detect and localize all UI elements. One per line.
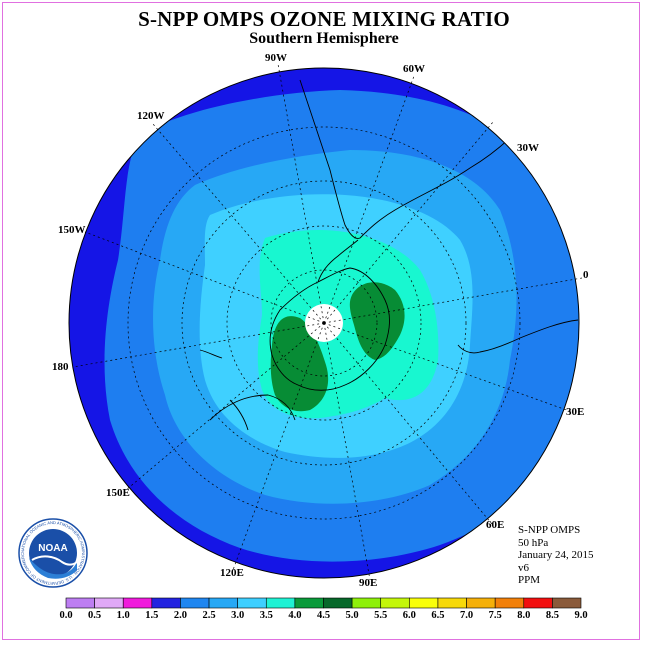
colorbar-swatches bbox=[65, 597, 582, 609]
meridian-0 bbox=[323, 277, 583, 324]
colorbar-ticks: 0.0 0.5 1.0 1.5 2.0 2.5 3.0 3.5 4.0 4.5 5.0 5.5 6.0 6… bbox=[59, 610, 587, 621]
colorbar-tick-label: 3.5 bbox=[260, 610, 273, 621]
new-zealand-coast bbox=[199, 349, 223, 359]
figure-frame bbox=[2, 2, 640, 640]
colorbar-tick-label: 7.5 bbox=[489, 610, 502, 621]
info-date: January 24, 2015 bbox=[518, 549, 594, 561]
lon-label-150w: 150W bbox=[58, 224, 86, 236]
info-instrument: S-NPP OMPS bbox=[518, 524, 581, 536]
colorbar-swatch bbox=[294, 597, 324, 609]
colorbar-tick-label: 1.5 bbox=[145, 610, 158, 621]
africa-coast bbox=[457, 319, 579, 354]
lon-label-90w: 90W bbox=[265, 52, 287, 64]
meridian-30w bbox=[323, 121, 494, 324]
south-america-coast bbox=[299, 79, 536, 239]
lon-label-120e: 120E bbox=[220, 567, 244, 579]
colorbar-tick-label: 5.5 bbox=[374, 610, 387, 621]
page-title: S-NPP OMPS OZONE MIXING RATIO bbox=[138, 7, 510, 31]
meridian-120w bbox=[152, 123, 325, 324]
colorbar-tick-label: 2.5 bbox=[202, 610, 215, 621]
colorbar-tick-label: 1.0 bbox=[117, 610, 130, 621]
australia-coast bbox=[209, 394, 296, 421]
meridian-30e bbox=[323, 322, 573, 413]
colorbar-tick-label: 8.0 bbox=[517, 610, 530, 621]
info-version: v6 bbox=[518, 561, 529, 574]
info-unit: PPM bbox=[518, 574, 541, 586]
lon-label-120w: 120W bbox=[137, 110, 165, 122]
colorbar-tick-label: 9.0 bbox=[574, 610, 587, 621]
colorbar-tick-label: 4.5 bbox=[317, 610, 330, 621]
colorbar-swatch bbox=[323, 597, 353, 609]
colorbar-swatch bbox=[265, 597, 296, 609]
field-max-west bbox=[270, 316, 329, 412]
latitude-circle bbox=[127, 126, 521, 520]
product-info: S-NPP OMPS 50 hPa January 24, 2015 v6 PP… bbox=[518, 524, 593, 587]
meridian-90w bbox=[277, 63, 325, 324]
info-pressure-level: 50 hPa bbox=[518, 536, 549, 549]
colorbar-swatch bbox=[65, 597, 95, 609]
colorbar-swatch bbox=[466, 597, 496, 609]
colorbar-swatch bbox=[437, 597, 467, 609]
latitude-circle bbox=[226, 225, 422, 421]
lon-label-0: 0 bbox=[583, 269, 589, 281]
colorbar-swatch bbox=[494, 597, 525, 609]
longitude-labels: 90W 60W 30W 0 30E 60E 90E 120E 150E 180 … bbox=[52, 52, 589, 589]
colorbar-swatch bbox=[523, 597, 553, 609]
antarctic-peninsula bbox=[317, 239, 359, 283]
nz-south-coast bbox=[229, 399, 249, 431]
lon-label-60w: 60W bbox=[403, 63, 425, 75]
colorbar-tick-label: 0.0 bbox=[59, 610, 72, 621]
meridian-90e bbox=[323, 322, 371, 581]
colorbar-swatch bbox=[237, 597, 267, 609]
colorbar-swatch bbox=[151, 597, 181, 609]
colorbar-swatch bbox=[94, 597, 124, 609]
colorbar-tick-label: 3.0 bbox=[231, 610, 244, 621]
page-subtitle: Southern Hemisphere bbox=[249, 30, 399, 47]
antarctica-coast bbox=[269, 267, 390, 391]
noaa-logo: NOAA NATIONAL OCEANIC AND ATMOSPHERIC AD… bbox=[18, 518, 88, 588]
coastlines bbox=[199, 79, 579, 431]
map-boundary bbox=[68, 67, 580, 579]
colorbar-swatch bbox=[380, 597, 410, 609]
lon-label-150e: 150E bbox=[106, 487, 130, 499]
meridian-60e bbox=[323, 322, 493, 525]
colorbar-tick-label: 5.0 bbox=[346, 610, 359, 621]
lon-label-180: 180 bbox=[52, 361, 69, 373]
colorbar-swatch bbox=[409, 597, 439, 609]
graticule bbox=[72, 63, 583, 581]
south-pole-dot bbox=[322, 321, 326, 325]
latitude-circle bbox=[270, 269, 378, 377]
colorbar-tick-label: 2.0 bbox=[174, 610, 187, 621]
latitude-circle bbox=[181, 180, 467, 466]
colorbar-tick-label: 8.5 bbox=[546, 610, 559, 621]
lon-label-30w: 30W bbox=[517, 142, 539, 154]
meridian-150e bbox=[125, 322, 325, 491]
lon-label-90e: 90E bbox=[359, 577, 377, 589]
colorbar-swatch bbox=[208, 597, 238, 609]
meridian-120e bbox=[232, 322, 325, 571]
colorbar-tick-label: 6.0 bbox=[403, 610, 416, 621]
colorbar-tick-label: 7.0 bbox=[460, 610, 473, 621]
lon-label-30e: 30E bbox=[566, 406, 584, 418]
colorbar-swatch bbox=[552, 597, 582, 609]
meridian-60w bbox=[323, 75, 415, 324]
logo-text: NOAA bbox=[38, 543, 67, 554]
colorbar-tick-label: 0.5 bbox=[88, 610, 101, 621]
colorbar-swatch bbox=[351, 597, 382, 609]
colorbar-swatch bbox=[122, 597, 153, 609]
lon-label-60e: 60E bbox=[486, 519, 504, 531]
colorbar-swatch bbox=[180, 597, 210, 609]
colorbar-tick-label: 6.5 bbox=[431, 610, 444, 621]
colorbar-tick-label: 4.0 bbox=[288, 610, 301, 621]
